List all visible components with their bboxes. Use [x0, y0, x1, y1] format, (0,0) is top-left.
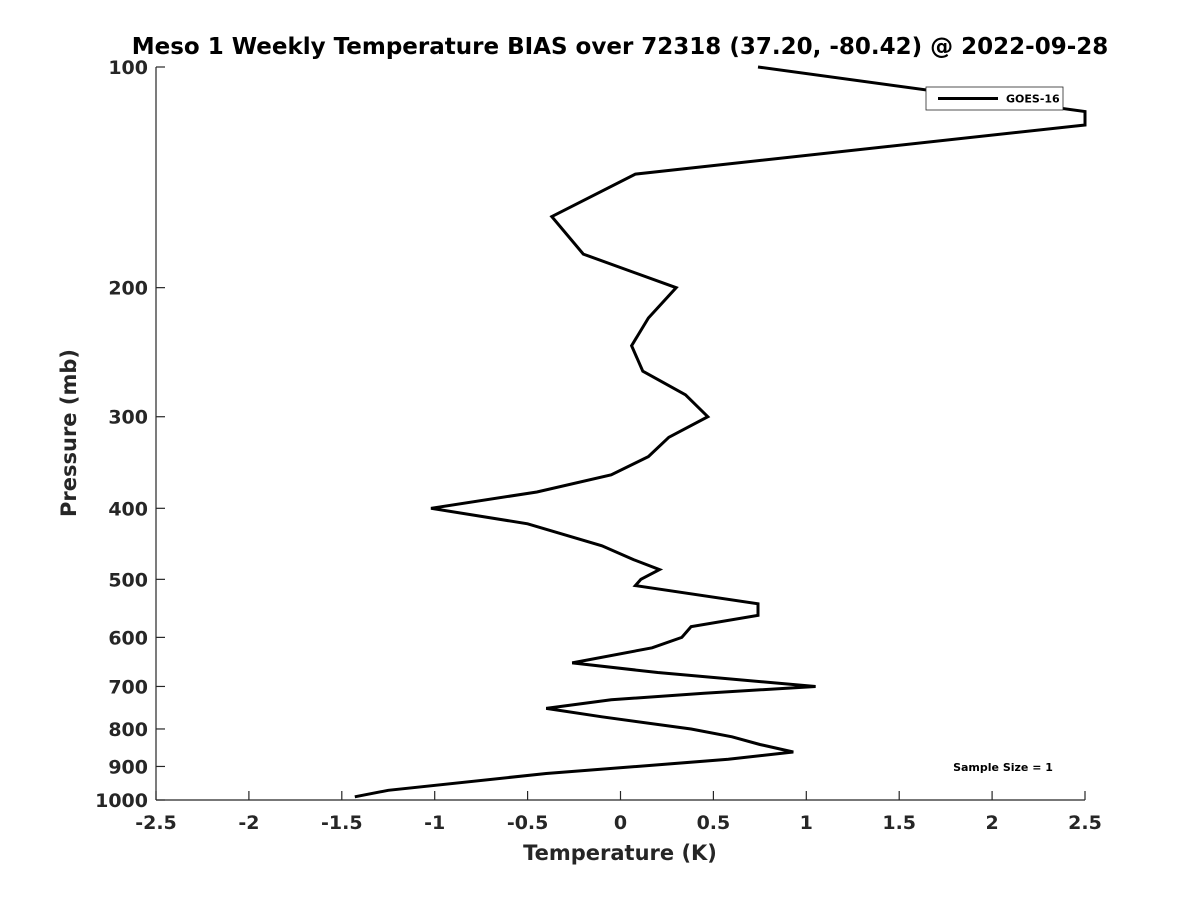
x-tick-label: 2: [985, 812, 998, 834]
x-tick-label: 1.5: [882, 812, 916, 834]
series-line-goes-16: [354, 65, 1087, 799]
legend: GOES-16: [925, 86, 1064, 111]
x-tick-label: 0.5: [697, 812, 731, 834]
y-tick-label: 400: [108, 498, 148, 520]
y-axis-label: Pressure (mb): [57, 349, 81, 517]
x-axis-label: Temperature (K): [523, 841, 717, 865]
sample-size-annotation: Sample Size = 1: [953, 761, 1053, 774]
chart-title: Meso 1 Weekly Temperature BIAS over 7231…: [132, 34, 1109, 60]
x-tick-label: -1.5: [321, 812, 363, 834]
x-tick-label: -2: [238, 812, 259, 834]
x-tick-label: -0.5: [507, 812, 549, 834]
x-tick-label: 1: [800, 812, 813, 834]
x-tick-label: -2.5: [135, 812, 177, 834]
y-tick-label: 700: [108, 676, 148, 698]
x-tick-label: -1: [424, 812, 445, 834]
y-tick-label: 600: [108, 627, 148, 649]
x-axis-ticks: -2.5 -2 -1.5 -1 -0.5 0 0.5 1 1.5 2 2.5: [135, 791, 1102, 834]
series-layer: [354, 65, 1087, 799]
y-tick-label: 900: [108, 756, 148, 778]
y-tick-label: 200: [108, 278, 148, 300]
y-axis-ticks: 100 200 300 400 500 600 700 800 900 1000: [95, 57, 165, 812]
x-tick-label: 0: [614, 812, 627, 834]
x-tick-label: 2.5: [1068, 812, 1102, 834]
y-tick-label: 1000: [95, 790, 148, 812]
plot-area: -2.5 -2 -1.5 -1 -0.5 0 0.5 1 1.5 2 2.5 100 200 300 40…: [95, 57, 1102, 834]
y-tick-label: 100: [108, 57, 148, 79]
legend-label-goes-16: GOES-16: [1006, 93, 1060, 106]
y-tick-label: 500: [108, 569, 148, 591]
axes-background: [156, 67, 1085, 800]
y-tick-label: 800: [108, 719, 148, 741]
y-tick-label: 300: [108, 407, 148, 429]
